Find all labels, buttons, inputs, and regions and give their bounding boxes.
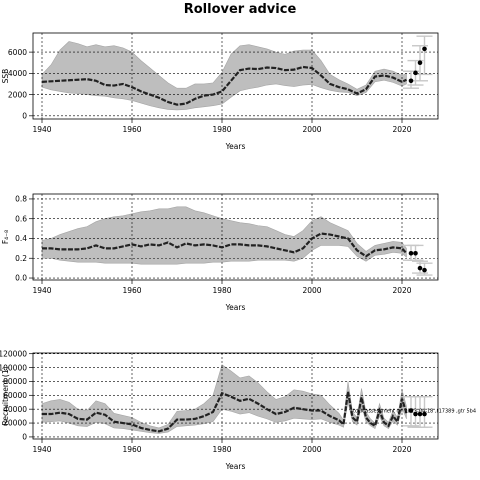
y-tick-label: 40000 [3, 405, 27, 414]
x-tick-label: 1960 [122, 445, 141, 454]
x-axis-title: Years [225, 303, 246, 312]
y-tick-label: 6000 [8, 48, 27, 57]
x-tick-label: 1980 [212, 445, 231, 454]
y-tick-label: 80000 [3, 377, 27, 386]
y-tick-label: 0.2 [15, 254, 27, 263]
forecast-point [417, 411, 423, 417]
y-tick-label: 2000 [8, 90, 27, 99]
forecast-point [413, 251, 418, 256]
panel-recruitment: 1940 1960 1980 2000 2020 0 20000 40000 60000 8000… [0, 349, 476, 471]
x-axis-title: Years [225, 142, 246, 151]
y-tick-label: 120000 [0, 349, 27, 358]
y-tick-label: 20000 [3, 419, 27, 428]
x-tick-label: 1960 [122, 286, 141, 295]
x-tick-label: 2020 [392, 445, 411, 454]
x-tick-label: 2020 [392, 286, 411, 295]
x-tick-label: 2020 [392, 125, 411, 134]
x-tick-label: 1960 [122, 125, 141, 134]
annotation-text: stock assessment on 2023-04-18 ,r17389 ,… [350, 409, 476, 415]
panel-fishing_mortality: 1940 1960 1980 2000 2020 0.0 0.2 0.4 0.6 0.8 Years… [1, 193, 439, 312]
forecast-point [408, 251, 414, 256]
forecast-point [422, 46, 427, 52]
x-tick-label: 1980 [212, 125, 231, 134]
forecast-point [417, 265, 423, 271]
y-tick-label: 0 [22, 112, 27, 121]
median-line [41, 65, 407, 106]
x-tick-label: 2000 [302, 286, 321, 295]
y-axis-title: Recruitment (1) [1, 366, 10, 425]
forecast-point [413, 411, 418, 417]
forecast-point [422, 267, 427, 273]
confidence-band [41, 41, 407, 111]
panel-ssb: 1940 1960 1980 2000 2020 0 2000 4000 6000 Years SS… [1, 32, 439, 151]
y-axis-title: SSB [1, 69, 10, 84]
y-tick-label: 100000 [0, 363, 27, 372]
y-axis-title: F₄₋₈ [1, 230, 10, 244]
forecast-point [408, 408, 414, 413]
median-line [42, 232, 408, 258]
plot-frame [32, 352, 439, 440]
y-tick-label: 0.0 [15, 274, 27, 283]
y-tick-label: 0 [22, 433, 27, 442]
confidence-band [41, 206, 407, 265]
plot-frame [32, 193, 439, 281]
x-tick-label: 1940 [32, 125, 51, 134]
y-tick-label: 0.4 [15, 234, 27, 243]
x-axis-title: Years [225, 462, 246, 471]
x-tick-label: 1980 [212, 286, 231, 295]
confidence-band [41, 364, 407, 434]
x-tick-label: 2000 [302, 125, 321, 134]
forecast-point [417, 60, 423, 66]
y-tick-label: 4000 [8, 69, 27, 78]
x-tick-label: 2000 [302, 445, 321, 454]
y-tick-label: 0.6 [15, 214, 27, 223]
forecast-point [408, 78, 414, 84]
x-tick-label: 1940 [32, 286, 51, 295]
y-tick-label: 0.8 [15, 195, 27, 204]
plot-frame [32, 32, 439, 120]
y-tick-label: 60000 [3, 391, 27, 400]
forecast-point [413, 70, 418, 76]
median-line [42, 391, 408, 433]
x-tick-label: 1940 [32, 445, 51, 454]
forecast-point [422, 411, 427, 417]
page-title: Rollover advice [184, 2, 297, 17]
